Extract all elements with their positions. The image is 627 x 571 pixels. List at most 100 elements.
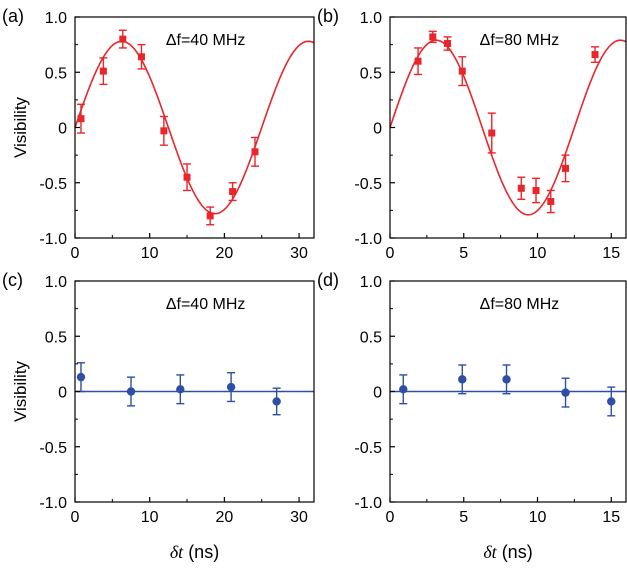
panel-c-label: (c) bbox=[2, 270, 23, 290]
panel-d-marker-4 bbox=[561, 388, 570, 397]
panel-d-xtick-label-2: 10 bbox=[529, 509, 547, 526]
panel-b-label: (b) bbox=[317, 6, 339, 26]
panel-b-marker-1 bbox=[414, 57, 422, 65]
panel-b-ytick-label-0: -1.0 bbox=[354, 231, 382, 248]
panel-b-fit-line bbox=[390, 39, 626, 216]
panel-b-xtick-label-1: 5 bbox=[459, 245, 468, 262]
panel-a-xtick-label-0: 0 bbox=[71, 245, 80, 262]
panel-d-ytick-label-1: -0.5 bbox=[354, 440, 382, 457]
panel-b-marker-3 bbox=[444, 40, 452, 48]
panel-c-xlabel: δt (ns) bbox=[170, 542, 219, 562]
panel-a-xtick-label-1: 10 bbox=[141, 245, 159, 262]
panel-b-point-5 bbox=[487, 112, 496, 154]
panel-c-ytick-label-3: 0.5 bbox=[45, 329, 67, 346]
panel-a-ytick-label-3: 0.5 bbox=[45, 65, 67, 82]
panel-b-point-4 bbox=[458, 56, 467, 87]
panel-d-ytick-label-2: 0 bbox=[373, 385, 382, 402]
panel-c-marker-1 bbox=[76, 372, 86, 382]
panel-b-ytick-label-2: 0 bbox=[373, 121, 382, 138]
panel-b-point-8 bbox=[546, 189, 555, 214]
panel-a: 0 10 20 30 -1.0 -0.5 0 0.5 1.0 (a) Δf=40 MHz Visibi… bbox=[2, 6, 315, 262]
panel-a-marker-5 bbox=[160, 127, 168, 135]
panel-d-xtick-label-3: 15 bbox=[602, 509, 620, 526]
panel-b-axes-frame bbox=[389, 16, 627, 239]
panel-d-point-1 bbox=[399, 374, 408, 405]
panel-a-ylabel: Visibility bbox=[11, 96, 30, 158]
panel-a-marker-7 bbox=[206, 212, 214, 220]
panel-c-point-3 bbox=[176, 374, 185, 405]
panel-c-marker-4 bbox=[226, 382, 236, 392]
panel-b-xtick-label-3: 15 bbox=[602, 245, 620, 262]
panel-d-marker-2 bbox=[458, 375, 467, 384]
panel-d-ytick-label-4: 1.0 bbox=[360, 274, 382, 291]
panel-a-marker-4 bbox=[137, 53, 145, 61]
panel-d-xlabel: δt (ns) bbox=[483, 542, 532, 562]
panel-a-point-9 bbox=[250, 136, 259, 167]
panel-a-ytick-label-2: 0 bbox=[58, 121, 67, 138]
panel-c-xtick-label-0: 0 bbox=[71, 509, 80, 526]
panel-b-ytick-label-1: -0.5 bbox=[354, 176, 382, 193]
panel-d-marker-5 bbox=[607, 397, 616, 406]
panel-a-point-3 bbox=[118, 29, 127, 49]
panel-d-annotation: Δf=80 MHz bbox=[480, 296, 560, 313]
panel-b-xtick-label-2: 10 bbox=[529, 245, 547, 262]
panel-c-point-2 bbox=[126, 376, 136, 407]
panel-d-xtick-label-1: 5 bbox=[459, 509, 468, 526]
panel-d-marker-3 bbox=[502, 375, 511, 384]
panel-d: 0 5 10 15 -1.0 -0.5 0 0.5 1.0 (d) Δf=80 MHz δt (ns) bbox=[317, 270, 627, 562]
panel-a-ytick-label-4: 1.0 bbox=[45, 10, 67, 27]
panel-d-marker-1 bbox=[399, 385, 408, 394]
panel-b-marker-4 bbox=[458, 67, 466, 75]
panel-b-annotation: Δf=80 MHz bbox=[480, 32, 560, 49]
panel-c: 0 10 20 30 -1.0 -0.5 0 0.5 1.0 (c) Δf=40 MHz Visibi… bbox=[2, 270, 315, 562]
panel-c-marker-2 bbox=[126, 387, 136, 396]
panel-a-point-1 bbox=[76, 103, 85, 134]
panel-c-xtick-label-3: 30 bbox=[290, 509, 308, 526]
panel-d-ytick-label-0: -1.0 bbox=[354, 495, 382, 512]
panel-a-xtick-label-3: 30 bbox=[290, 245, 308, 262]
panel-c-point-4 bbox=[226, 372, 236, 403]
panel-c-ytick-label-0: -1.0 bbox=[39, 495, 67, 512]
panel-a-point-4 bbox=[137, 43, 146, 70]
panel-b-marker-6 bbox=[517, 184, 525, 192]
panel-b-marker-9 bbox=[562, 164, 570, 172]
panel-d-point-4 bbox=[561, 377, 570, 408]
panel-a-marker-3 bbox=[119, 35, 127, 43]
panel-a-marker-9 bbox=[251, 148, 259, 156]
panel-c-marker-5 bbox=[272, 397, 281, 406]
panel-a-point-8 bbox=[228, 182, 237, 202]
panel-a-xtick-label-2: 20 bbox=[215, 245, 233, 262]
panel-a-annotation: Δf=40 MHz bbox=[166, 32, 246, 49]
panel-b-xtick-label-0: 0 bbox=[386, 245, 395, 262]
panel-c-xtick-label-2: 20 bbox=[215, 509, 233, 526]
panel-c-ytick-label-1: -0.5 bbox=[39, 440, 67, 457]
panel-b-marker-2 bbox=[429, 33, 437, 41]
panel-a-marker-1 bbox=[77, 115, 85, 123]
panel-a-marker-8 bbox=[229, 188, 237, 196]
panel-c-annotation: Δf=40 MHz bbox=[166, 296, 246, 313]
panel-a-ytick-label-0: -1.0 bbox=[39, 231, 67, 248]
panel-a-label: (a) bbox=[2, 6, 24, 26]
panel-d-label: (d) bbox=[317, 270, 339, 290]
panel-a-ytick-label-1: -0.5 bbox=[39, 176, 67, 193]
panel-b-ytick-label-3: 0.5 bbox=[360, 65, 382, 82]
panel-a-marker-2 bbox=[99, 67, 107, 75]
panel-c-ylabel: Visibility bbox=[11, 360, 30, 422]
panel-a-fit-line bbox=[75, 40, 314, 215]
panel-a-point-6 bbox=[183, 163, 192, 192]
panel-a-axes-frame bbox=[74, 16, 315, 239]
panel-b-marker-10 bbox=[591, 51, 599, 59]
panel-d-xtick-label-0: 0 bbox=[386, 509, 395, 526]
panel-a-point-7 bbox=[206, 206, 215, 226]
panel-b-point-6 bbox=[517, 176, 526, 201]
panel-a-marker-6 bbox=[183, 173, 191, 181]
panel-a-point-5 bbox=[159, 115, 168, 146]
panel-d-ytick-label-3: 0.5 bbox=[360, 329, 382, 346]
panel-b-ytick-label-4: 1.0 bbox=[360, 10, 382, 27]
panel-b-point-10 bbox=[591, 46, 600, 64]
panel-c-xtick-label-1: 10 bbox=[141, 509, 159, 526]
panel-b-point-9 bbox=[561, 154, 570, 183]
panel-c-point-5 bbox=[272, 387, 281, 416]
panel-b-marker-5 bbox=[488, 129, 496, 137]
